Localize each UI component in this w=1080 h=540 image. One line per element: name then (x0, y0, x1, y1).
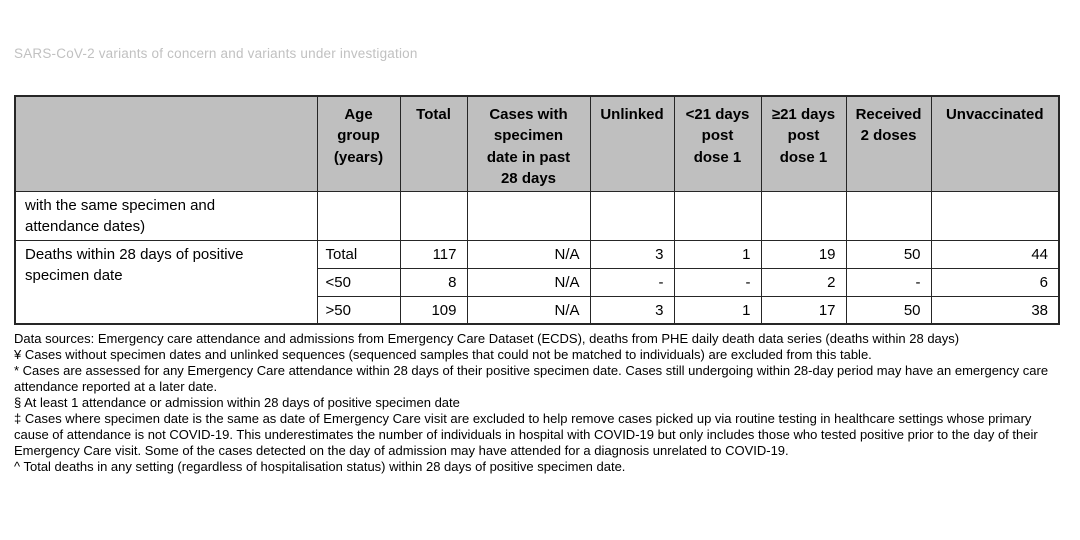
footnote-caret: ^ Total deaths in any setting (regardles… (14, 459, 626, 474)
cell-unlinked: 3 (589, 239, 675, 269)
cell-row-label: Deaths within 28 days of positive specim… (14, 239, 318, 325)
table-row-deaths-under50: <50 8 N/A - - 2 - 6 (15, 267, 1060, 297)
cell-received-2-doses: 50 (845, 295, 932, 325)
col-header-unlinked: Unlinked (589, 95, 675, 193)
cell-cases-28d: N/A (466, 267, 591, 297)
footnote-data-sources: Data sources: Emergency care attendance … (14, 331, 960, 346)
cell-total: 109 (399, 295, 468, 325)
footnotes: Data sources: Emergency care attendance … (14, 331, 1066, 475)
cell-row-label: with the same specimen and attendance da… (14, 191, 318, 241)
cell-unvaccinated: 38 (930, 295, 1060, 325)
col-header-lt21-dose1: <21 days post dose 1 (673, 95, 762, 193)
cell-received-2-doses (845, 191, 932, 241)
cell-lt21-dose1: - (673, 267, 762, 297)
cell-age-group: <50 (316, 267, 401, 297)
cell-received-2-doses: 50 (845, 239, 932, 269)
col-header-row-label (14, 95, 318, 193)
cell-unlinked (589, 191, 675, 241)
cell-unvaccinated: 44 (930, 239, 1060, 269)
cell-cases-28d (466, 191, 591, 241)
cell-gte21-dose1 (760, 191, 847, 241)
col-header-gte21-dose1: ≥21 days post dose 1 (760, 95, 847, 193)
cell-unlinked: - (589, 267, 675, 297)
variants-table: Age group (years) Total Cases with speci… (14, 95, 1060, 326)
cell-total (399, 191, 468, 241)
cell-cases-28d: N/A (466, 295, 591, 325)
col-header-total: Total (399, 95, 468, 193)
cell-gte21-dose1: 2 (760, 267, 847, 297)
footnote-section: § At least 1 attendance or admission wit… (14, 395, 460, 410)
col-header-unvaccinated: Unvaccinated (930, 95, 1060, 193)
document-title: SARS-CoV-2 variants of concern and varia… (14, 46, 418, 61)
cell-unvaccinated (930, 191, 1060, 241)
cell-cases-28d: N/A (466, 239, 591, 269)
footnote-double-dagger: ‡ Cases where specimen date is the same … (14, 411, 1038, 458)
cell-lt21-dose1 (673, 191, 762, 241)
cell-received-2-doses: - (845, 267, 932, 297)
cell-unlinked: 3 (589, 295, 675, 325)
col-header-cases-28d: Cases with specimen date in past 28 days (466, 95, 591, 193)
cell-lt21-dose1: 1 (673, 239, 762, 269)
footnote-asterisk: * Cases are assessed for any Emergency C… (14, 363, 1049, 394)
cell-gte21-dose1: 19 (760, 239, 847, 269)
table-row-continuation: with the same specimen and attendance da… (14, 191, 1060, 241)
cell-age-group: Total (316, 239, 401, 269)
cell-unvaccinated: 6 (930, 267, 1060, 297)
footnote-yen: ¥ Cases without specimen dates and unlin… (14, 347, 872, 362)
table-row-deaths-total: Deaths within 28 days of positive specim… (14, 239, 1060, 325)
col-header-age-group: Age group (years) (316, 95, 401, 193)
cell-age-group (316, 191, 401, 241)
table-header-row: Age group (years) Total Cases with speci… (14, 95, 1060, 193)
cell-lt21-dose1: 1 (673, 295, 762, 325)
col-header-received-2-doses: Received 2 doses (845, 95, 932, 193)
cell-age-group: >50 (316, 295, 401, 325)
table-row-deaths-over50: >50 109 N/A 3 1 17 50 38 (15, 295, 1060, 325)
cell-total: 117 (399, 239, 468, 269)
cell-total: 8 (399, 267, 468, 297)
cell-gte21-dose1: 17 (760, 295, 847, 325)
